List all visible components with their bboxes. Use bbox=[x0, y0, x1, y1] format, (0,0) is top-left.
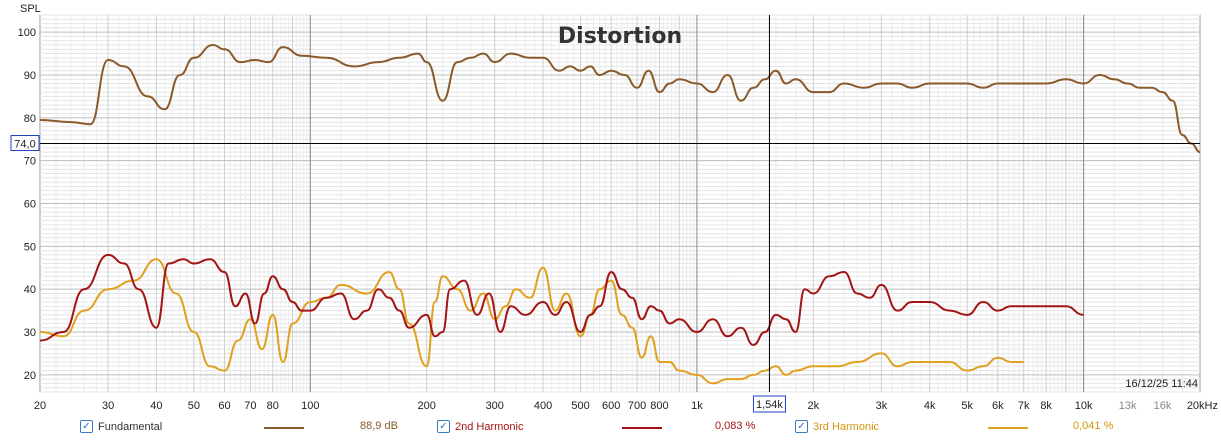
y-tick-label: 60 bbox=[24, 199, 36, 211]
checkbox-3rd-harmonic[interactable]: ✓ bbox=[795, 420, 808, 433]
y-tick-label: 100 bbox=[18, 27, 36, 39]
x-tick-label: 200 bbox=[417, 400, 435, 412]
x-tick-label: 7k bbox=[1018, 400, 1030, 412]
y-tick-label: 50 bbox=[24, 241, 36, 253]
x-tick-label: 300 bbox=[486, 400, 504, 412]
x-tick-label: 50 bbox=[188, 400, 200, 412]
x-tick-label: 80 bbox=[267, 400, 279, 412]
x-tick-label: 100 bbox=[301, 400, 319, 412]
legend-label-3rd-harmonic: 3rd Harmonic bbox=[813, 420, 880, 433]
legend-item-fundamental[interactable]: ✓ Fundamental bbox=[80, 420, 162, 433]
x-tick-label: 13k bbox=[1119, 400, 1137, 412]
y-tick-label: 70 bbox=[24, 156, 36, 168]
x-tick-label: 2k bbox=[808, 400, 820, 412]
y-tick-label: 40 bbox=[24, 284, 36, 296]
y-tick-label: 80 bbox=[24, 113, 36, 125]
legend-label-2nd-harmonic: 2nd Harmonic bbox=[455, 420, 524, 433]
legend-label-fundamental: Fundamental bbox=[98, 420, 163, 433]
x-tick-label: 600 bbox=[602, 400, 620, 412]
legend-item-3rd-harmonic[interactable]: ✓ 3rd Harmonic bbox=[795, 420, 879, 433]
x-tick-label: 5k bbox=[961, 400, 973, 412]
x-tick-label: 16k bbox=[1154, 400, 1172, 412]
y-tick-label: 90 bbox=[24, 70, 36, 82]
legend-value-3rd-harmonic: 0,041 % bbox=[1073, 420, 1114, 432]
x-tick-label: 20kHz bbox=[1187, 400, 1218, 412]
x-tick-label: 700 bbox=[628, 400, 646, 412]
legend: ✓ Fundamental 88,9 dB ✓ 2nd Harmonic 0,0… bbox=[0, 416, 1221, 440]
checkbox-fundamental[interactable]: ✓ bbox=[80, 420, 93, 433]
legend-value-fundamental: 88,9 dB bbox=[360, 420, 398, 432]
cursor-y-readout: 74,0 bbox=[14, 139, 35, 151]
x-tick-label: 800 bbox=[650, 400, 668, 412]
legend-value-2nd-harmonic: 0,083 % bbox=[715, 420, 756, 432]
x-tick-label: 6k bbox=[992, 400, 1004, 412]
cursor-y-box bbox=[10, 135, 40, 152]
x-tick-label: 40 bbox=[150, 400, 162, 412]
chart-title: Distortion bbox=[558, 24, 682, 49]
legend-item-2nd-harmonic[interactable]: ✓ 2nd Harmonic bbox=[437, 420, 523, 433]
x-tick-label: 8k bbox=[1040, 400, 1052, 412]
series-line-fundamental bbox=[39, 44, 1201, 154]
legend-swatch-fundamental bbox=[264, 427, 304, 429]
distortion-chart: 20 30 40 50 60 70 80 90 100 20 30 40 50 60 70 80 100 200… bbox=[10, 3, 1218, 413]
y-axis-label: SPL bbox=[20, 3, 41, 15]
x-tick-label: 10k bbox=[1075, 400, 1093, 412]
legend-swatch-2nd-harmonic bbox=[622, 427, 662, 429]
x-tick-label: 60 bbox=[218, 400, 230, 412]
x-tick-label: 3k bbox=[876, 400, 888, 412]
x-tick-label: 30 bbox=[102, 400, 114, 412]
x-tick-label: 4k bbox=[924, 400, 936, 412]
series-line-3rd-harmonic bbox=[39, 258, 1024, 385]
y-tick-label: 30 bbox=[24, 327, 36, 339]
x-tick-label: 1k bbox=[691, 400, 703, 412]
x-tick-label: 400 bbox=[534, 400, 552, 412]
x-tick-label: 20 bbox=[34, 400, 46, 412]
cursor-x-box bbox=[752, 395, 786, 413]
series-line-2nd-harmonic bbox=[39, 253, 1084, 346]
y-tick-label: 20 bbox=[24, 370, 36, 382]
timestamp: 16/12/25 11:44 bbox=[1125, 378, 1198, 390]
legend-swatch-3rd-harmonic bbox=[988, 427, 1028, 429]
x-tick-label: 500 bbox=[571, 400, 589, 412]
cursor-x-readout: 1,54k bbox=[756, 399, 783, 411]
x-tick-label: 70 bbox=[244, 400, 256, 412]
checkbox-2nd-harmonic[interactable]: ✓ bbox=[437, 420, 450, 433]
